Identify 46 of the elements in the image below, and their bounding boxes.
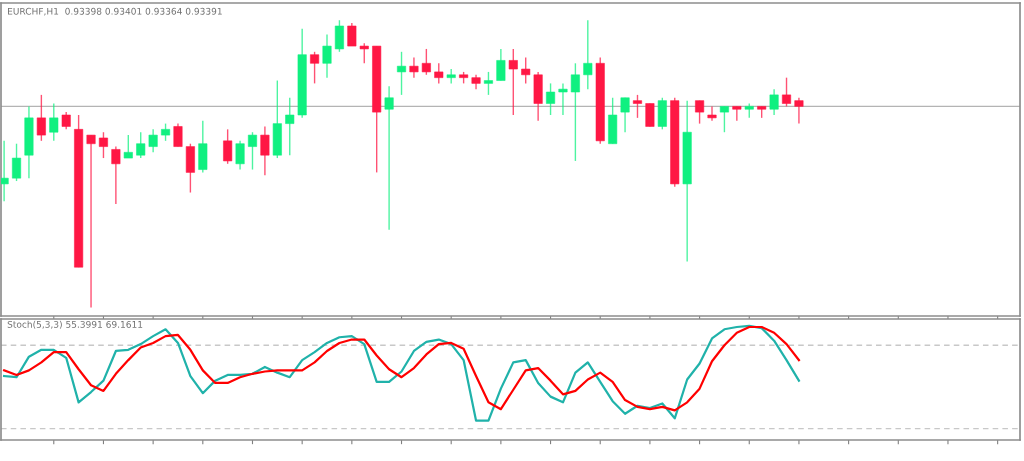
candlestick	[384, 85, 394, 231]
candlestick	[434, 62, 444, 85]
candlestick	[695, 99, 705, 125]
candlestick	[334, 19, 344, 53]
candlestick	[49, 102, 59, 142]
candlestick	[347, 22, 357, 47]
candlestick	[794, 97, 804, 125]
candlestick	[782, 76, 792, 108]
candlestick	[12, 143, 22, 182]
candlestick	[632, 94, 642, 119]
chart-title: Stoch(5,3,3) 55.3991 69.1611	[7, 320, 143, 329]
candlestick	[583, 19, 593, 90]
candlestick	[397, 51, 407, 96]
chart-title: EURCHF,H1 0.93398 0.93401 0.93364 0.93391	[8, 7, 222, 16]
candlestick	[521, 56, 531, 85]
candlestick	[260, 125, 270, 176]
candlestick	[111, 145, 121, 205]
candlestick	[359, 42, 369, 64]
candlestick	[483, 71, 493, 96]
candlestick	[645, 102, 655, 128]
candlestick	[496, 48, 506, 82]
candlestick	[123, 134, 133, 159]
candlestick	[409, 56, 419, 79]
candlestick	[570, 62, 580, 162]
candlestick	[719, 105, 729, 133]
candlestick	[620, 97, 630, 133]
candlestick	[732, 105, 742, 122]
candlestick	[421, 48, 431, 76]
candlestick	[235, 140, 245, 171]
candlestick	[322, 33, 332, 79]
candlestick	[310, 51, 320, 85]
candlestick	[223, 128, 233, 165]
candlestick	[1, 140, 9, 202]
candlestick	[546, 82, 556, 116]
candlestick	[36, 94, 46, 142]
candlestick	[285, 97, 295, 156]
candlestick	[558, 82, 568, 116]
candlestick	[148, 128, 158, 154]
candlestick	[86, 134, 96, 309]
candlestick	[247, 131, 257, 171]
candlestick	[508, 48, 518, 116]
candlestick	[98, 131, 108, 159]
candlestick	[769, 88, 779, 116]
candlestick	[173, 122, 183, 148]
candlestick	[707, 105, 717, 122]
candlestick	[136, 131, 146, 159]
